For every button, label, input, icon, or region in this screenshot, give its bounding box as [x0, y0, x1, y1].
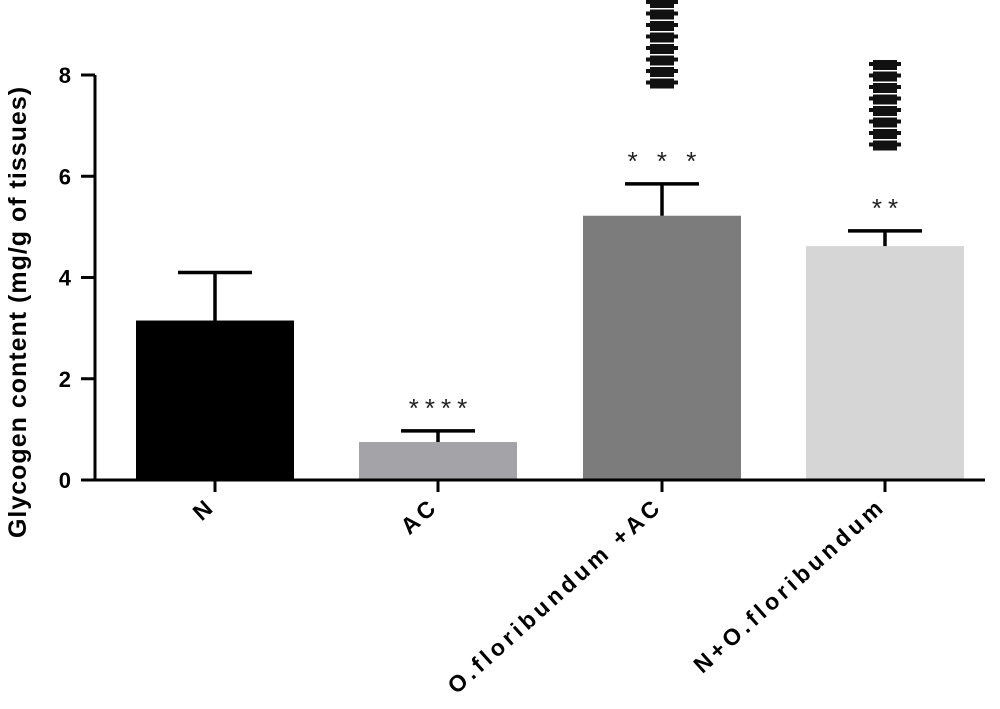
hash-mark [869, 73, 901, 78]
y-tick-label: 4 [59, 266, 72, 291]
x-tick-label: O.floribundum +AC [442, 492, 667, 698]
hash-mark [646, 23, 678, 27]
hash-marks [869, 60, 901, 151]
hash-mark [646, 11, 678, 16]
hash-mark [869, 85, 901, 89]
y-tick-label: 2 [59, 367, 71, 392]
hash-marks [646, 0, 678, 89]
hash-mark [646, 34, 678, 39]
y-axis-label: Glycogen content (mg/g of tissues) [4, 86, 32, 538]
significance-label: ** [872, 193, 904, 223]
hash-mark [869, 96, 901, 101]
y-tick-label: 8 [59, 63, 71, 88]
hash-mark [869, 119, 901, 124]
hash-mark [646, 80, 678, 85]
y-axis: 0 2 4 6 8 [59, 63, 97, 493]
hash-mark [869, 62, 901, 66]
significance-label: **** [409, 393, 473, 423]
y-tick-label: 0 [59, 468, 71, 493]
x-tick-label: N+O.floribundum [688, 492, 890, 678]
hash-mark [646, 69, 678, 73]
hash-mark [646, 57, 678, 62]
significance-label: * * * [628, 146, 703, 176]
bars: **** * * * ** [136, 0, 964, 481]
bar [806, 246, 964, 480]
hash-mark [646, 46, 678, 50]
y-tick-label: 6 [59, 164, 71, 189]
x-axis: N ACO.floribundum +AC N+O.floribundum [93, 478, 985, 699]
hash-mark [869, 108, 901, 112]
hash-mark [646, 0, 678, 4]
x-tick-label: AC [395, 492, 443, 539]
hash-mark [869, 131, 901, 135]
bar [583, 215, 741, 481]
x-tick-label: N [188, 492, 221, 525]
hash-mark [869, 142, 901, 147]
bar [136, 320, 294, 480]
bar [359, 442, 517, 480]
